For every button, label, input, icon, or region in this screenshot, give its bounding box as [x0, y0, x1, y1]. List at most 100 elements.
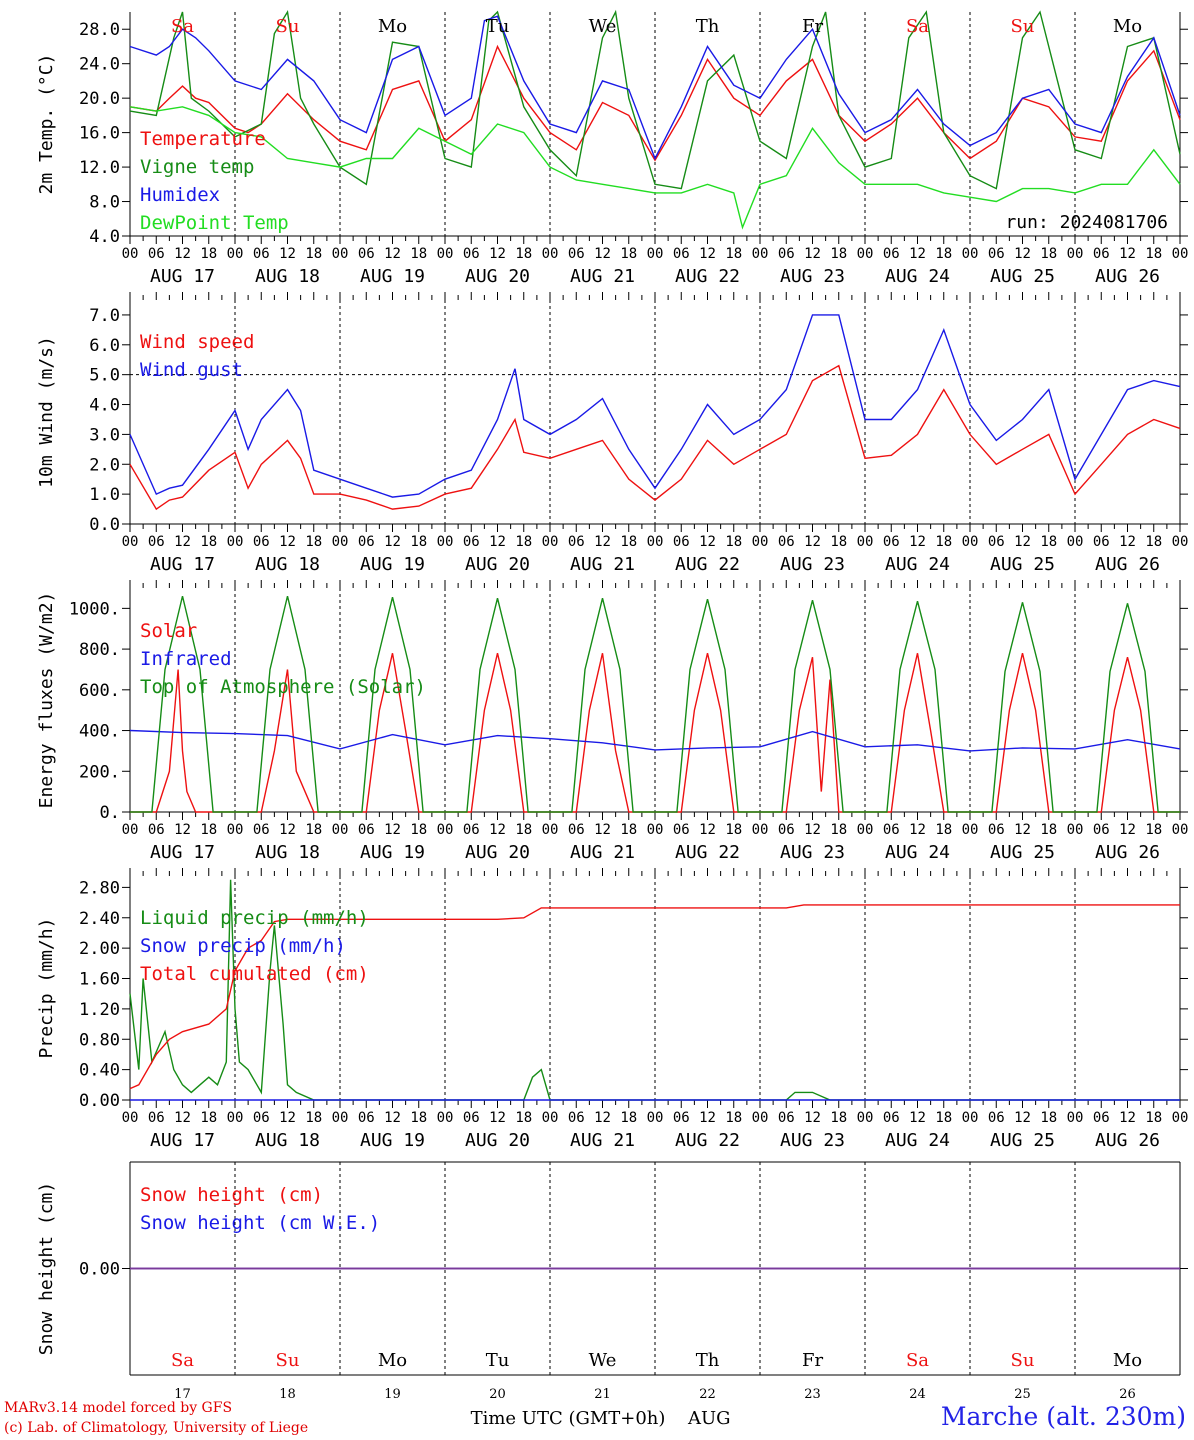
hour-tick-label: 00: [542, 534, 559, 550]
hour-tick-label: 12: [594, 246, 611, 262]
hour-tick-label: 18: [725, 822, 742, 838]
y-tick-label: 1.20: [79, 1000, 120, 1020]
date-label: AUG 21: [570, 554, 635, 575]
hour-tick-label: 18: [1040, 246, 1057, 262]
y-tick-label: 7.0: [89, 306, 120, 326]
date-label: AUG 20: [465, 266, 530, 287]
hour-tick-label: 18: [935, 1110, 952, 1126]
hour-tick-label: 00: [647, 822, 664, 838]
hour-tick-label: 06: [673, 822, 690, 838]
hour-tick-label: 00: [1067, 534, 1084, 550]
hour-tick-label: 06: [673, 534, 690, 550]
hour-tick-label: 00: [122, 1110, 139, 1126]
date-label: AUG 22: [675, 266, 740, 287]
date-label: AUG 19: [360, 1130, 425, 1151]
date-label: AUG 25: [990, 1130, 1055, 1151]
date-label: AUG 23: [780, 1130, 845, 1151]
y-tick-label: 8.0: [89, 193, 120, 213]
hour-tick-label: 00: [752, 534, 769, 550]
date-label: AUG 20: [465, 1130, 530, 1151]
day-number-label: 18: [279, 1387, 296, 1402]
hour-tick-label: 00: [857, 246, 874, 262]
hour-tick-label: 18: [620, 246, 637, 262]
y-tick-label: 2.40: [79, 909, 120, 929]
date-label: AUG 18: [255, 554, 320, 575]
hour-tick-label: 00: [542, 246, 559, 262]
hour-tick-label: 00: [962, 1110, 979, 1126]
hour-tick-label: 06: [568, 534, 585, 550]
hour-tick-label: 12: [909, 822, 926, 838]
hour-tick-label: 06: [358, 1110, 375, 1126]
hour-tick-label: 00: [542, 822, 559, 838]
hour-tick-label: 06: [673, 1110, 690, 1126]
date-label: AUG 24: [885, 554, 950, 575]
hour-tick-label: 18: [305, 1110, 322, 1126]
legend-entry: Temperature: [140, 128, 266, 150]
hour-tick-label: 06: [148, 246, 165, 262]
panel-4: 0.00 0.40 0.80 1.20 1.60 2.00 2.40 2.80 00 06 12 18…: [36, 868, 1188, 1151]
hour-tick-label: 18: [515, 1110, 532, 1126]
y-axis-label: 2m Temp. (°C): [36, 54, 57, 195]
hour-tick-label: 12: [1119, 534, 1136, 550]
weekday-label-bottom: Sa: [171, 1350, 194, 1371]
hour-tick-label: 06: [358, 822, 375, 838]
hour-tick-label: 06: [1093, 534, 1110, 550]
hour-tick-label: 18: [200, 534, 217, 550]
legend-entry: DewPoint Temp: [140, 212, 289, 234]
date-label: AUG 21: [570, 842, 635, 863]
hour-tick-label: 00: [122, 534, 139, 550]
hour-tick-label: 00: [437, 1110, 454, 1126]
hour-tick-label: 18: [1040, 1110, 1057, 1126]
weekday-label-bottom: Fr: [802, 1350, 823, 1371]
hour-tick-label: 06: [253, 534, 270, 550]
y-tick-label: 0.00: [79, 1091, 120, 1111]
hour-tick-label: 06: [988, 246, 1005, 262]
hour-tick-label: 00: [1067, 822, 1084, 838]
date-label: AUG 21: [570, 1130, 635, 1151]
series-line-infrared: [129, 729, 1181, 752]
hour-tick-label: 12: [279, 1110, 296, 1126]
hour-tick-label: 12: [174, 1110, 191, 1126]
hour-tick-label: 06: [463, 534, 480, 550]
hour-tick-label: 18: [830, 534, 847, 550]
date-label: AUG 22: [675, 554, 740, 575]
series-line-dewpoint-temp: [129, 106, 1181, 230]
hour-tick-label: 06: [148, 1110, 165, 1126]
hour-tick-label: 00: [1172, 1110, 1189, 1126]
hour-tick-label: 18: [830, 822, 847, 838]
hour-tick-label: 06: [148, 534, 165, 550]
series-line-total-cumulated-cm-: [129, 904, 1180, 1090]
hour-tick-label: 12: [489, 822, 506, 838]
hour-tick-label: 18: [620, 1110, 637, 1126]
hour-tick-label: 06: [883, 246, 900, 262]
hour-tick-label: 18: [410, 246, 427, 262]
hour-tick-label: 12: [804, 534, 821, 550]
weekday-label-top: Su: [1011, 16, 1035, 37]
hour-tick-label: 06: [463, 246, 480, 262]
hour-tick-label: 12: [1119, 246, 1136, 262]
hour-tick-label: 12: [804, 1110, 821, 1126]
hour-tick-label: 18: [1040, 822, 1057, 838]
hour-tick-label: 06: [568, 822, 585, 838]
hour-tick-label: 12: [699, 534, 716, 550]
date-label: AUG 23: [780, 842, 845, 863]
legend-entry: Wind gust: [140, 359, 243, 381]
series-line-wind-gust: [129, 314, 1181, 498]
hour-tick-label: 00: [752, 246, 769, 262]
hour-tick-label: 06: [358, 246, 375, 262]
legend-entry: Snow height (cm): [140, 1184, 323, 1206]
hour-tick-label: 00: [857, 1110, 874, 1126]
y-tick-label: 1000.: [69, 599, 120, 619]
legend-entry: Solar: [140, 620, 197, 642]
hour-tick-label: 18: [410, 534, 427, 550]
y-tick-label: 400.: [79, 722, 120, 742]
hour-tick-label: 06: [778, 246, 795, 262]
hour-tick-label: 06: [253, 246, 270, 262]
hour-tick-label: 12: [699, 246, 716, 262]
hour-tick-label: 00: [1172, 534, 1189, 550]
hour-tick-label: 06: [253, 822, 270, 838]
date-label: AUG 17: [150, 1130, 215, 1151]
date-label: AUG 26: [1095, 1130, 1160, 1151]
hour-tick-label: 06: [673, 246, 690, 262]
hour-tick-label: 06: [988, 822, 1005, 838]
